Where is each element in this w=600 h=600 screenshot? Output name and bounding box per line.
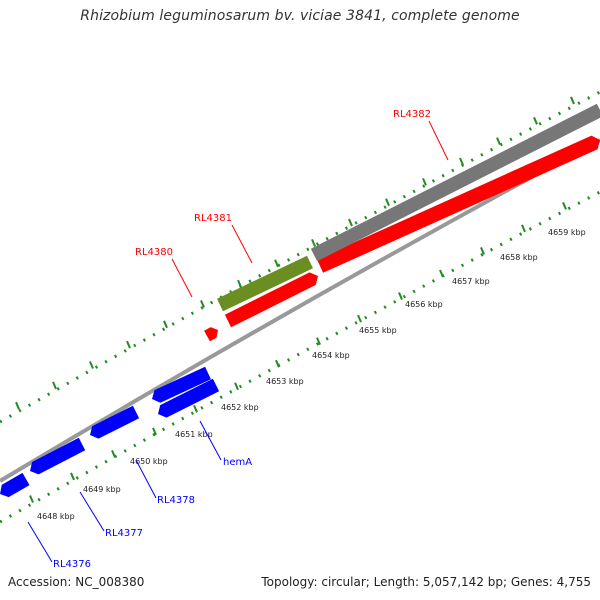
accession-label: Accession: NC_008380 xyxy=(8,575,145,589)
scale-label: 4659 kbp xyxy=(548,228,586,237)
gene-arrow-olive xyxy=(217,255,313,312)
inner-major-tick xyxy=(480,247,485,255)
gene-arrow-rl4380 xyxy=(204,327,218,342)
outer-tick-track xyxy=(0,90,600,424)
gene-label-leader xyxy=(27,521,53,563)
scale-label: 4648 kbp xyxy=(37,512,75,521)
scale-label: 4657 kbp xyxy=(452,277,490,286)
outer-major-tick xyxy=(348,218,353,227)
gene-label-leader xyxy=(135,459,157,499)
scale-label: 4651 kbp xyxy=(175,430,213,439)
outer-major-tick xyxy=(274,259,279,268)
gene-arrow-rl4377 xyxy=(30,437,86,475)
outer-major-tick xyxy=(89,361,94,369)
scale-label: 4655 kbp xyxy=(359,326,397,335)
gene-label-rl4382: RL4382 xyxy=(393,109,431,120)
gene-label-leader xyxy=(231,224,253,264)
gene-label-leader xyxy=(171,258,193,298)
gene-arrow-hema xyxy=(158,378,220,418)
gene-label-rl4376: RL4376 xyxy=(53,559,91,570)
gene-label-rl4381: RL4381 xyxy=(194,213,232,224)
outer-major-tick xyxy=(496,137,501,146)
gene-arrow-rl4382 xyxy=(316,135,600,273)
inner-major-tick xyxy=(398,292,403,300)
inner-major-tick xyxy=(357,314,362,323)
outer-major-tick xyxy=(126,340,131,349)
scale-label: 4652 kbp xyxy=(221,403,259,412)
outer-major-tick xyxy=(533,116,538,125)
outer-major-tick xyxy=(422,177,427,186)
outer-major-tick xyxy=(52,381,57,390)
outer-major-tick xyxy=(459,157,464,166)
gene-arrow-rl4381 xyxy=(224,272,318,328)
gene-arrow-rl4378 xyxy=(90,405,140,439)
inner-major-tick xyxy=(193,404,198,413)
scale-label: 4658 kbp xyxy=(500,253,538,262)
outer-major-tick xyxy=(163,320,168,329)
inner-major-tick xyxy=(111,450,116,458)
inner-major-tick xyxy=(562,201,567,210)
inner-major-tick xyxy=(275,359,280,368)
outer-major-tick xyxy=(385,198,390,207)
topology-label: Topology: circular; Length: 5,057,142 bp… xyxy=(261,575,591,589)
gene-label-hema: hemA xyxy=(223,457,252,468)
outer-major-tick xyxy=(570,96,575,105)
gene-label-leader xyxy=(79,491,105,532)
gene-label-rl4377: RL4377 xyxy=(105,528,143,539)
gene-arrow-rl4378-a xyxy=(152,366,211,403)
gene-label-leader xyxy=(428,120,449,161)
outer-major-tick xyxy=(237,279,242,288)
map-title: Rhizobium leguminosarum bv. viciae 3841,… xyxy=(80,8,520,24)
gene-label-rl4380: RL4380 xyxy=(135,247,173,258)
scale-label: 4649 kbp xyxy=(83,485,121,494)
scale-label: 4656 kbp xyxy=(405,300,443,309)
scale-label: 4654 kbp xyxy=(312,351,350,360)
gene-arrow-gray xyxy=(310,103,600,262)
inner-major-tick xyxy=(152,427,157,436)
outer-major-tick xyxy=(200,300,205,308)
outer-major-tick xyxy=(311,239,316,247)
scale-label: 4650 kbp xyxy=(130,457,168,466)
inner-major-tick xyxy=(29,495,34,503)
backbone-outer xyxy=(0,138,600,483)
inner-major-tick xyxy=(439,269,444,278)
scale-label: 4653 kbp xyxy=(266,377,304,386)
inner-major-tick xyxy=(70,472,75,481)
gene-arrow-rl4376 xyxy=(0,472,30,498)
inner-major-tick xyxy=(521,224,526,233)
inner-tick-track xyxy=(0,190,600,524)
outer-major-tick xyxy=(15,401,20,410)
inner-major-tick xyxy=(234,382,239,391)
gene-label-rl4378: RL4378 xyxy=(157,495,195,506)
inner-major-tick xyxy=(316,337,321,346)
gene-label-leader xyxy=(199,420,222,461)
